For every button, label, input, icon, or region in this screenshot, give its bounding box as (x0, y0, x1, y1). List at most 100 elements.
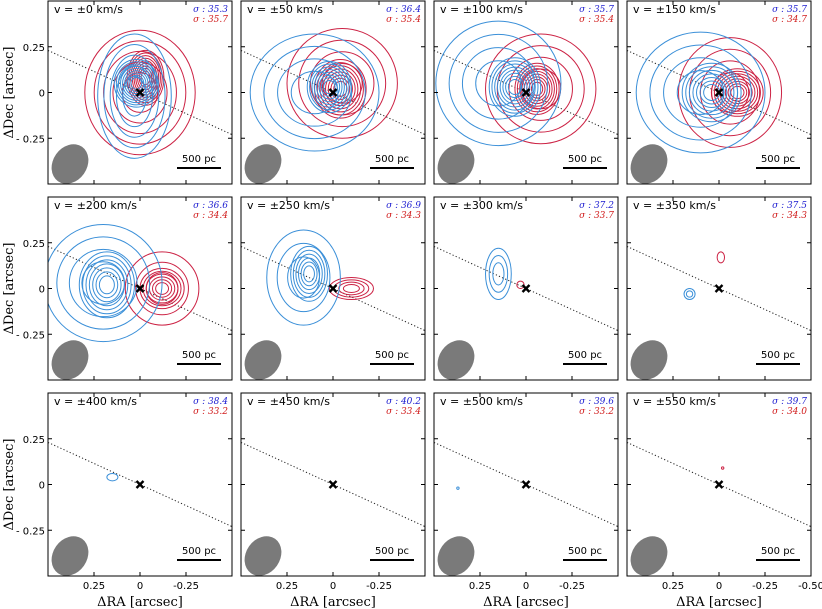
x-tick-label: 0.25 (276, 581, 298, 592)
y-tick-label: - 0.25 (16, 330, 45, 341)
blue-contour (499, 69, 531, 105)
red-contour (84, 29, 196, 156)
scale-bar-label: 500 pc (375, 546, 409, 557)
center-marker (714, 480, 724, 489)
sigma-red-label: σ : 33.7 (579, 211, 614, 221)
panel: 500 pc v = ±550 km/s σ : 39.7σ : 34.0 0.25 0… (626, 392, 822, 609)
red-contour (121, 72, 159, 113)
scale-bar-label: 500 pc (568, 350, 602, 361)
center-marker (714, 88, 724, 97)
sigma-red-label: σ : 35.4 (386, 15, 421, 25)
sigma-blue-label: σ : 39.7 (772, 397, 807, 407)
panel: 500 pc v = ±250 km/s σ : 36.9σ : 34.3 (240, 196, 426, 381)
sigma-blue-label: σ : 36.6 (193, 201, 228, 211)
y-tick-label: 0.25 (23, 43, 45, 54)
scale-bar-label: 500 pc (568, 154, 602, 165)
center-marker (135, 284, 145, 293)
sigma-red-label: σ : 34.3 (772, 211, 807, 221)
blue-contour (266, 229, 341, 326)
blue-contour (323, 79, 336, 95)
scale-bar-label: 500 pc (182, 154, 216, 165)
blue-contour (290, 70, 339, 115)
blue-contour (311, 66, 348, 108)
red-contour (485, 33, 597, 145)
sigma-red-label: σ : 34.7 (772, 15, 807, 25)
velocity-label: v = ±350 km/s (633, 199, 716, 212)
red-contour (678, 37, 783, 148)
sigma-blue-label: σ : 36.9 (386, 201, 421, 211)
blue-contour (461, 47, 535, 120)
red-contour (135, 261, 189, 316)
blue-contour (106, 473, 119, 482)
blue-contour (505, 75, 525, 99)
center-marker (328, 88, 338, 97)
blue-contour (488, 57, 542, 117)
panel-content: 500 pc (241, 229, 425, 380)
blue-contour (56, 236, 151, 330)
center-marker (521, 88, 531, 97)
panel-content: 500 pc (48, 441, 232, 576)
red-contour (319, 65, 362, 113)
blue-contour (48, 223, 163, 343)
beam-ellipse (51, 340, 89, 380)
blue-contour (300, 261, 318, 287)
panel-content: 500 pc (627, 245, 811, 380)
blue-contour (502, 72, 528, 102)
blue-contour (124, 70, 149, 97)
sigma-red-label: σ : 35.7 (193, 15, 228, 25)
blue-contour (276, 242, 331, 313)
beam-ellipse (51, 536, 89, 576)
red-contour (342, 284, 360, 293)
panel: 500 pc v = ±0 km/s σ : 35.3σ : 35.7 0.25 0 - … (2, 0, 233, 185)
velocity-label: v = ±450 km/s (247, 395, 330, 408)
red-contour (720, 466, 725, 470)
scale-bar-label: 500 pc (182, 546, 216, 557)
red-contour (338, 281, 365, 296)
blue-contour (98, 275, 115, 295)
panel-content: 500 pc (434, 245, 618, 380)
panel-content: 500 pc (434, 20, 618, 184)
panel: 500 pc v = ±200 km/s σ : 36.6σ : 34.4 0.25 0… (2, 196, 233, 381)
x-tick-label: -0.25 (559, 581, 585, 592)
blue-contour (699, 80, 724, 105)
red-contour (724, 80, 750, 105)
sigma-blue-label: σ : 35.7 (772, 5, 807, 15)
sigma-blue-label: σ : 37.2 (579, 201, 614, 211)
blue-contour (95, 271, 119, 299)
y-tick-label: - 0.25 (16, 134, 45, 145)
x-axis-label: ΔRA [arcsec] (483, 595, 569, 609)
sigma-red-label: σ : 33.2 (193, 407, 228, 417)
panel-content: 500 pc (627, 441, 811, 576)
beam-ellipse (630, 340, 668, 380)
blue-contour (318, 74, 341, 100)
x-tick-label: 0 (330, 581, 336, 592)
y-tick-label: 0.25 (23, 239, 45, 250)
x-tick-label: -0.25 (752, 581, 778, 592)
sigma-red-label: σ : 34.0 (772, 407, 807, 417)
blue-contour (113, 59, 159, 108)
blue-contour (249, 33, 380, 152)
y-axis-label: ΔDec [arcsec] (2, 243, 17, 335)
blue-contour (78, 251, 135, 319)
blue-contour (695, 76, 728, 109)
blue-contour (316, 71, 343, 103)
panel: 500 pc v = ±400 km/s σ : 38.4σ : 33.2 0.25 0… (2, 392, 233, 609)
blue-contour (683, 288, 696, 300)
blue-contour (456, 486, 460, 490)
red-contour (516, 65, 558, 113)
x-tick-label: -0.25 (173, 581, 199, 592)
blue-contour (303, 265, 315, 283)
velocity-label: v = ±400 km/s (54, 395, 137, 408)
blue-contour (496, 66, 534, 108)
sigma-blue-label: σ : 38.4 (193, 397, 228, 407)
y-tick-label: 0 (39, 89, 45, 100)
red-contour (145, 272, 179, 305)
blue-contour (82, 255, 132, 315)
blue-contour (435, 20, 562, 147)
blue-contour (126, 72, 147, 95)
panel: 500 pc v = ±150 km/s σ : 35.7σ : 34.7 (626, 0, 812, 185)
center-marker (328, 284, 338, 293)
x-tick-label: 0 (137, 581, 143, 592)
x-tick-label: 0.25 (83, 581, 105, 592)
